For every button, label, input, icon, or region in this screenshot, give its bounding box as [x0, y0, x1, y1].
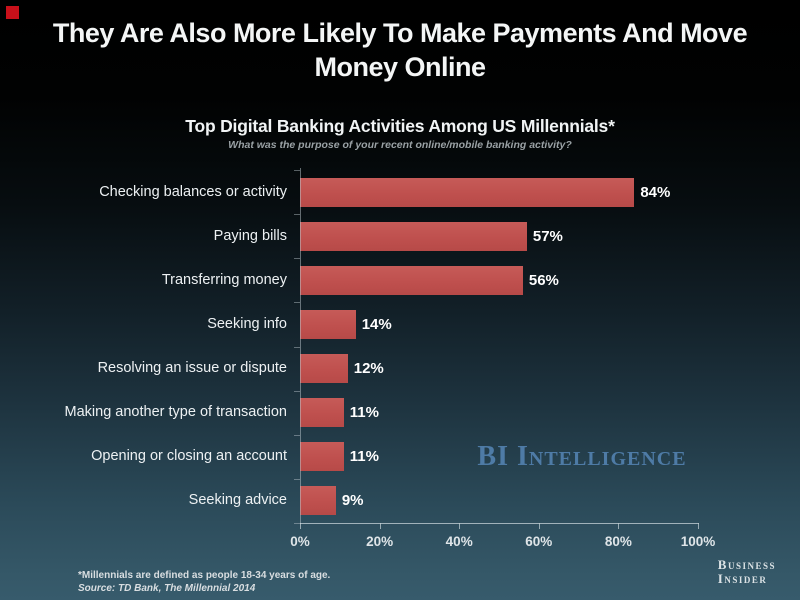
brand-accent-square-icon	[6, 6, 19, 19]
y-axis-tick	[294, 214, 300, 216]
x-axis-tick-label: 80%	[604, 534, 632, 549]
category-label: Paying bills	[213, 227, 287, 244]
x-axis-tick	[459, 523, 461, 529]
x-axis-line	[300, 523, 699, 524]
x-axis-tick-label: 20%	[366, 534, 394, 549]
category-label: Opening or closing an account	[91, 448, 287, 465]
bar	[300, 265, 523, 295]
y-axis-tick	[294, 346, 300, 348]
chart-title: Top Digital Banking Activities Among US …	[185, 116, 615, 136]
value-label: 11%	[349, 404, 379, 422]
bar	[300, 442, 344, 472]
category-label: Making another type of transaction	[64, 404, 287, 421]
value-label: 57%	[532, 227, 563, 245]
bar	[300, 486, 336, 516]
category-label: Transferring money	[161, 271, 287, 288]
x-axis-tick	[379, 523, 381, 529]
bar-chart: Checking balances or activity 84% Paying b…	[60, 170, 740, 523]
bar-track: 11%	[300, 442, 698, 472]
chart-row: Resolving an issue or dispute 12%	[60, 347, 740, 391]
x-axis-tick	[698, 523, 699, 529]
value-label: 9%	[341, 492, 364, 510]
x-axis-tick	[538, 523, 540, 529]
footnote: *Millennials are defined as people 18-34…	[78, 570, 330, 595]
y-axis-tick	[294, 302, 300, 304]
value-label: 56%	[528, 271, 559, 289]
page-title-line2: Money Online	[314, 52, 486, 82]
bar-track: 11%	[300, 398, 698, 428]
bar	[300, 177, 635, 207]
category-label: Checking balances or activity	[99, 183, 287, 200]
footnote-definition: *Millennials are defined as people 18-34…	[78, 570, 331, 581]
footnote-source: Source: TD Bank, The Millennial 2014	[78, 582, 256, 594]
chart-row: Transferring money 56%	[60, 258, 740, 302]
bar	[300, 398, 344, 428]
bar-track: 57%	[300, 221, 698, 251]
y-axis-tick	[294, 170, 300, 171]
category-label: Resolving an issue or dispute	[97, 360, 287, 377]
x-axis-tick-label: 60%	[525, 534, 553, 549]
chart-row: Checking balances or activity 84%	[60, 170, 740, 214]
bar-track: 56%	[300, 265, 698, 295]
page-title: They Are Also More Likely To Make Paymen…	[0, 16, 800, 84]
business-insider-line1: Business	[717, 557, 776, 572]
value-label: 14%	[361, 315, 392, 333]
y-axis-tick	[294, 390, 300, 392]
y-axis-tick	[294, 258, 300, 260]
x-axis-tick-label: 40%	[445, 534, 473, 549]
category-label: Seeking info	[207, 315, 287, 332]
y-axis-line	[300, 168, 301, 524]
bar-track: 9%	[300, 486, 698, 516]
y-axis-tick	[294, 478, 300, 480]
y-axis-tick	[294, 434, 300, 436]
chart-row: Making another type of transaction 11%	[60, 391, 740, 435]
y-axis-tick	[294, 523, 300, 524]
bar	[300, 309, 356, 339]
bar-track: 14%	[300, 309, 698, 339]
value-label: 84%	[640, 183, 671, 201]
category-label: Seeking advice	[188, 492, 287, 509]
bar	[300, 354, 348, 384]
bar	[300, 221, 527, 251]
bi-intelligence-logo: BI Intelligence	[477, 441, 687, 472]
value-label: 11%	[349, 448, 379, 466]
chart-row: Seeking advice 9%	[60, 479, 740, 523]
chart-row: Opening or closing an account 11%	[60, 435, 740, 479]
value-label: 12%	[353, 360, 384, 378]
x-axis-tick	[618, 523, 620, 529]
x-axis-tick	[300, 523, 301, 529]
x-axis-tick-label: 100%	[680, 534, 716, 549]
chart-row: Seeking info 14%	[60, 302, 740, 346]
business-insider-logo: Business Insider	[718, 558, 776, 585]
chart-row: Paying bills 57%	[60, 214, 740, 258]
chart-subtitle: What was the purpose of your recent onli…	[228, 139, 572, 151]
x-axis-tick-label: 0%	[290, 534, 310, 549]
page-title-line1: They Are Also More Likely To Make Paymen…	[52, 18, 748, 48]
bar-track: 84%	[300, 177, 698, 207]
bar-track: 12%	[300, 354, 698, 384]
business-insider-line2: Insider	[717, 570, 768, 586]
